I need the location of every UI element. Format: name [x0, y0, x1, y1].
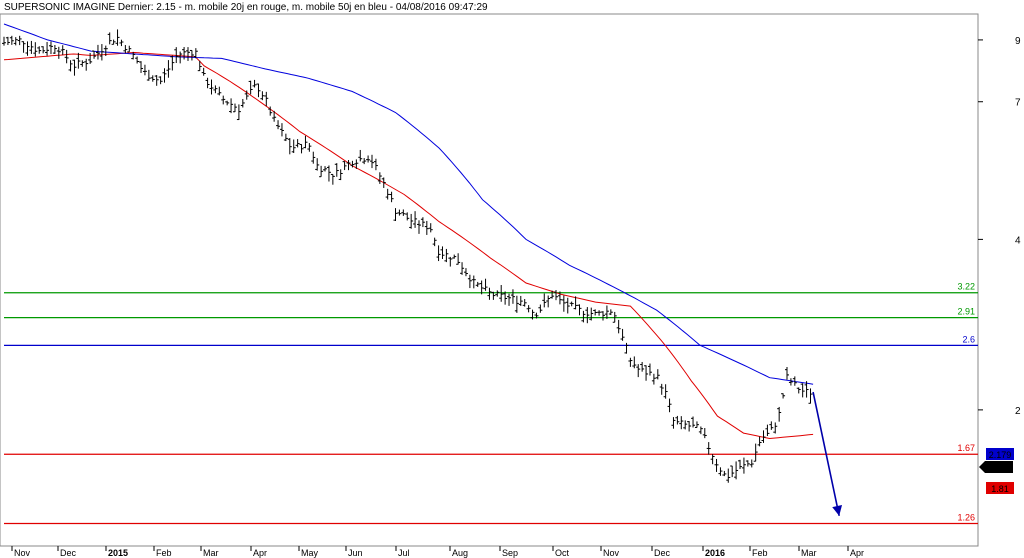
- last-price-tag: [979, 461, 1013, 473]
- x-tick-label: 2016: [705, 548, 725, 558]
- x-tick-label: Mar: [801, 548, 817, 558]
- x-tick-label: Nov: [14, 548, 31, 558]
- tag-label: 1.81: [991, 484, 1009, 494]
- level-label: 2.91: [957, 307, 975, 317]
- y-axis: 9 7 4 2: [978, 36, 1021, 417]
- moving-averages: [3, 23, 814, 440]
- x-tick-label: May: [301, 548, 319, 558]
- level-label: 1.26: [957, 513, 975, 523]
- x-tick-label: Dec: [654, 548, 671, 558]
- price-bars: [2, 29, 813, 483]
- level-lines: 3.22 2.91 2.6 1.67 1.26: [4, 282, 978, 525]
- arrow-head: [832, 505, 843, 516]
- ma-value-tag: [986, 482, 1014, 494]
- trend-arrow: [812, 391, 843, 517]
- tag-label: 2.15: [991, 463, 1009, 473]
- x-tick-label: Feb: [156, 548, 172, 558]
- level-label: 3.22: [957, 282, 975, 292]
- x-tick-label: Sep: [502, 548, 518, 558]
- ma-value-tag: [986, 448, 1014, 460]
- x-tick-label: Aug: [452, 548, 468, 558]
- x-axis: Nov Dec 2015 Feb Mar Apr May Jun Jul Aug Sep Oct Nov…: [0, 545, 978, 558]
- level-label: 1.67: [957, 443, 975, 453]
- chart-title: SUPERSONIC IMAGINE Dernier: 2.15 - m. mo…: [4, 2, 488, 13]
- y-tick-label: 2: [1015, 406, 1021, 417]
- x-tick-label: Apr: [850, 548, 864, 558]
- x-tick-label: Feb: [752, 548, 768, 558]
- x-tick-label: 2015: [108, 548, 128, 558]
- last-value-tags: 2.179 2.15 1.81: [979, 448, 1014, 494]
- y-tick-label: 7: [1015, 98, 1021, 109]
- x-tick-label: Jun: [348, 548, 363, 558]
- y-tick-label: 9: [1015, 36, 1021, 47]
- x-tick-label: Nov: [603, 548, 620, 558]
- arrow-shaft: [812, 391, 840, 517]
- tag-label: 2.179: [989, 450, 1012, 460]
- y-tick-label: 4: [1015, 235, 1021, 246]
- x-tick-label: Apr: [253, 548, 267, 558]
- moving-average-line: [3, 23, 814, 385]
- x-tick-label: Jul: [398, 548, 410, 558]
- level-label: 2.6: [962, 334, 975, 344]
- moving-average-line: [3, 51, 814, 440]
- x-tick-label: Mar: [203, 548, 219, 558]
- x-tick-label: Dec: [60, 548, 77, 558]
- x-tick-label: Oct: [555, 548, 570, 558]
